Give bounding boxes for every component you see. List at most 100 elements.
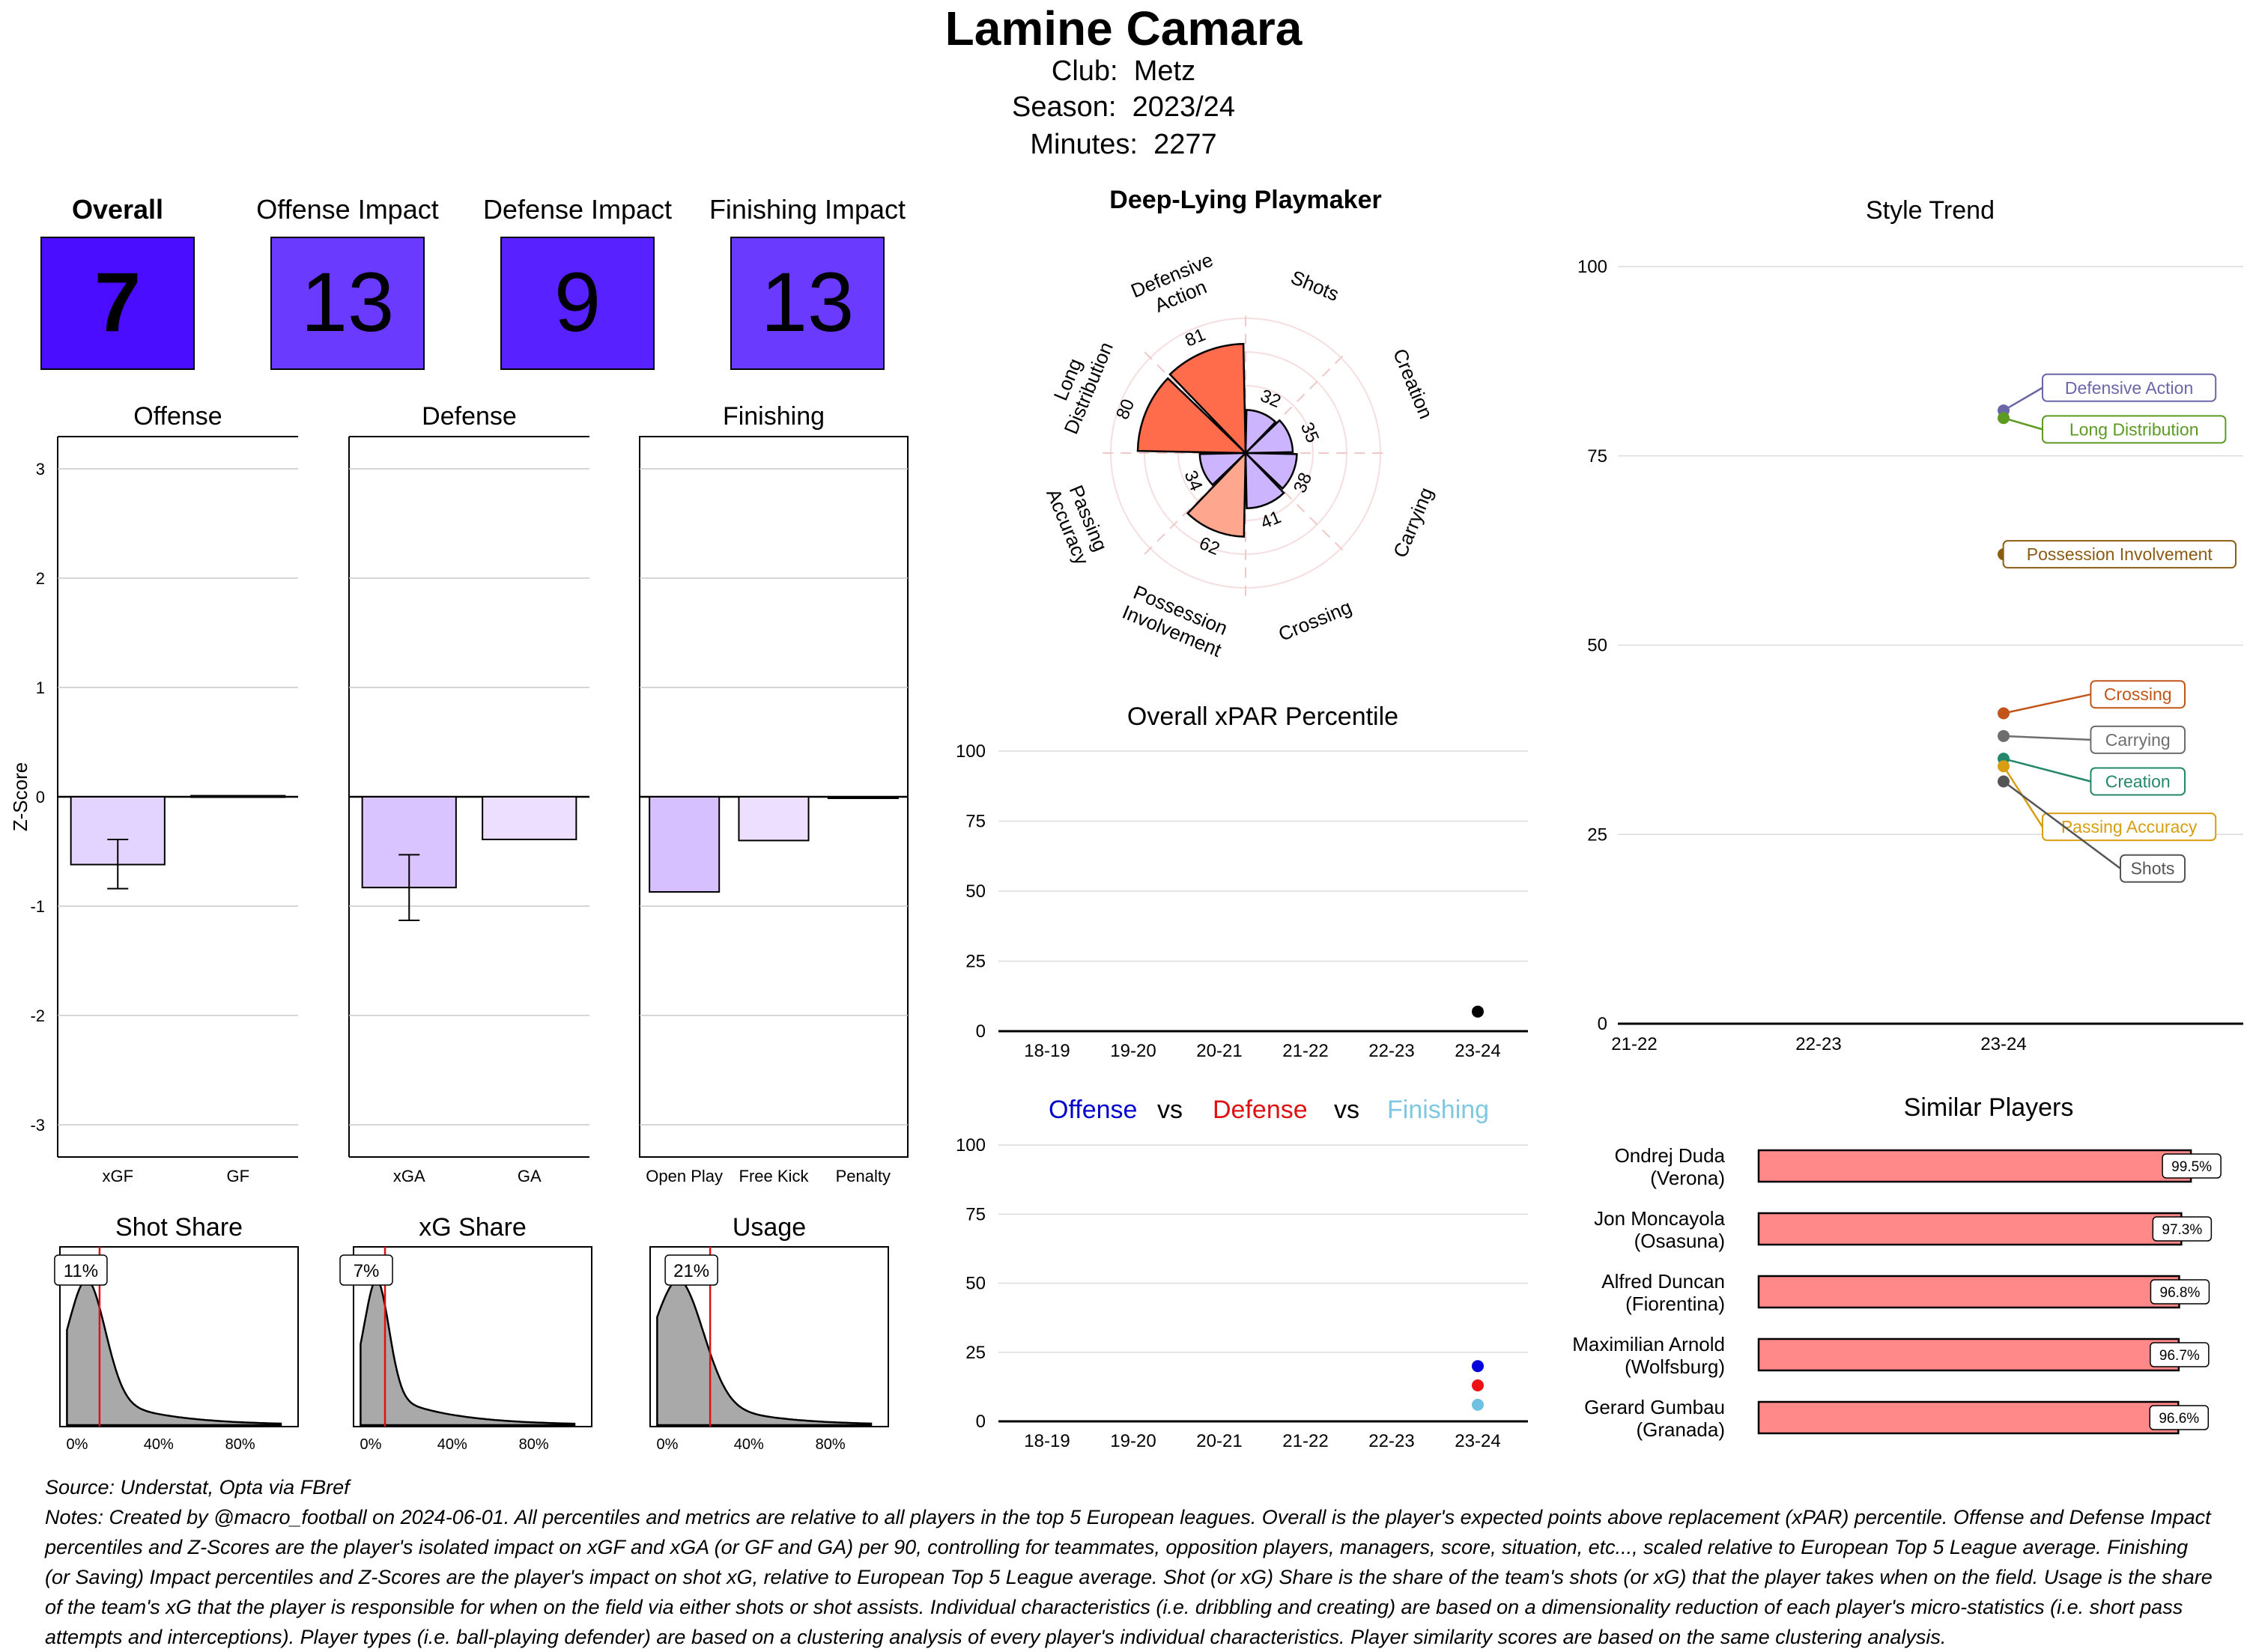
y-tick-label: 100 bbox=[1577, 257, 1607, 277]
x-tick-label: 21-22 bbox=[1611, 1034, 1657, 1054]
data-point bbox=[1472, 1005, 1484, 1018]
y-tick-label: -3 bbox=[30, 1116, 45, 1135]
player-club: (Osasuna) bbox=[1634, 1230, 1725, 1252]
title-part: vs bbox=[1334, 1096, 1359, 1124]
marker-label: 7% bbox=[354, 1261, 380, 1281]
trend-label-box bbox=[2042, 415, 2227, 444]
zscore-panel-title: Finishing bbox=[723, 402, 825, 431]
trend-label-box bbox=[2002, 540, 2237, 569]
player-name: Alfred Duncan bbox=[1601, 1270, 1725, 1293]
similarity-label: 96.6% bbox=[2159, 1411, 2199, 1427]
score-box bbox=[40, 237, 195, 370]
score-box-value: 13 bbox=[301, 255, 395, 349]
score-box-value: 7 bbox=[94, 255, 141, 349]
y-tick-label: 3 bbox=[36, 460, 45, 479]
y-tick-label: 50 bbox=[965, 881, 986, 902]
x-tick-label: 40% bbox=[437, 1436, 467, 1453]
radar-value-label: 34 bbox=[1180, 467, 1206, 494]
radar-value-label: 81 bbox=[1182, 324, 1208, 350]
y-tick-label: -2 bbox=[30, 1006, 45, 1025]
label-leader bbox=[2003, 693, 2091, 714]
percentile-title: Overall xPAR Percentile bbox=[1127, 702, 1398, 731]
x-tick-label: 0% bbox=[360, 1436, 382, 1453]
y-tick-label: 0 bbox=[976, 1412, 986, 1432]
zscore-bar bbox=[649, 796, 721, 893]
y-tick-label: 0 bbox=[976, 1021, 986, 1042]
score-box-label: Offense Impact bbox=[256, 194, 438, 225]
season-label: Season: bbox=[1012, 91, 1117, 123]
x-tick-label: 23-24 bbox=[1455, 1041, 1500, 1061]
marker-label: 21% bbox=[673, 1261, 709, 1281]
season-value: 2023/24 bbox=[1132, 91, 1235, 123]
score-box bbox=[730, 237, 885, 370]
minutes-value: 2277 bbox=[1153, 129, 1217, 160]
x-tick-label: 80% bbox=[225, 1436, 255, 1453]
y-tick-label: 0 bbox=[1598, 1014, 1607, 1034]
trend-label: Possession Involvement bbox=[2027, 544, 2213, 564]
minutes-label: Minutes: bbox=[1030, 129, 1138, 160]
similarity-bar bbox=[1757, 1212, 2183, 1246]
zscore-bar bbox=[482, 796, 577, 840]
trend-label: Creation bbox=[2105, 771, 2171, 791]
density-curve bbox=[66, 1278, 282, 1427]
trend-point bbox=[1998, 707, 2010, 720]
score-box-value: 13 bbox=[761, 255, 855, 349]
x-tick-label: 20-21 bbox=[1196, 1431, 1242, 1451]
style-trend-title: Style Trend bbox=[1866, 196, 1995, 225]
title-part: vs bbox=[1157, 1096, 1183, 1124]
data-point bbox=[1472, 1379, 1484, 1392]
x-tick-label: GA bbox=[518, 1167, 542, 1185]
trend-label: Shots bbox=[2131, 859, 2175, 878]
radar-wedge bbox=[1136, 377, 1249, 455]
trend-label: Passing Accuracy bbox=[2061, 817, 2198, 836]
trend-point bbox=[1998, 729, 2010, 742]
radar-wedge bbox=[1244, 450, 1285, 510]
similarity-label: 96.7% bbox=[2159, 1348, 2200, 1364]
x-tick-label: 19-20 bbox=[1110, 1431, 1156, 1451]
x-tick-label: 0% bbox=[67, 1436, 88, 1453]
x-tick-label: xGF bbox=[102, 1167, 133, 1185]
player-name: Gerard Gumbau bbox=[1584, 1396, 1725, 1418]
marker-label-box bbox=[54, 1254, 108, 1286]
similarity-label-box bbox=[2149, 1405, 2210, 1430]
x-tick-label: 40% bbox=[734, 1436, 764, 1453]
player-club: (Wolfsburg) bbox=[1625, 1355, 1725, 1378]
density-curve bbox=[360, 1278, 576, 1427]
y-axis-label: Z-Score bbox=[9, 762, 31, 831]
y-tick-label: 0 bbox=[36, 788, 45, 807]
player-club: (Granada) bbox=[1637, 1418, 1726, 1441]
data-point bbox=[1472, 1360, 1484, 1373]
title-part: Offense bbox=[1049, 1096, 1137, 1124]
trend-point bbox=[1998, 760, 2010, 773]
y-tick-label: 75 bbox=[965, 812, 986, 832]
x-tick-label: Free Kick bbox=[739, 1167, 810, 1185]
similarity-label-box bbox=[2162, 1153, 2222, 1179]
trend-label-box bbox=[2042, 373, 2217, 402]
radar-category-label: Shots bbox=[1288, 266, 1342, 306]
club-value: Metz bbox=[1133, 55, 1196, 87]
density-title: Usage bbox=[733, 1213, 806, 1242]
player-name: Jon Moncayola bbox=[1594, 1207, 1725, 1230]
title-part: Defense bbox=[1213, 1096, 1308, 1124]
x-tick-label: 23-24 bbox=[1455, 1431, 1500, 1451]
x-tick-label: xGA bbox=[393, 1167, 425, 1185]
marker-label: 11% bbox=[64, 1261, 98, 1281]
x-tick-label: 22-23 bbox=[1368, 1041, 1414, 1061]
similarity-label-box bbox=[2150, 1279, 2210, 1305]
x-tick-label: Open Play bbox=[646, 1167, 723, 1185]
radar-wedge bbox=[1186, 450, 1247, 538]
radar-value-label: 38 bbox=[1290, 470, 1316, 496]
y-tick-label: 100 bbox=[956, 741, 986, 762]
similarity-label-box bbox=[2152, 1216, 2213, 1242]
label-leader bbox=[2003, 780, 2121, 869]
radar-value-label: 62 bbox=[1196, 533, 1222, 559]
radar-spoke bbox=[1144, 351, 1347, 555]
radar-wedge bbox=[1243, 419, 1294, 455]
radar-wedge bbox=[1168, 342, 1247, 456]
radar-value-label: 35 bbox=[1297, 419, 1323, 446]
radar-spoke bbox=[1144, 351, 1347, 555]
y-tick-label: 25 bbox=[965, 952, 986, 972]
label-leader bbox=[2003, 757, 2091, 783]
